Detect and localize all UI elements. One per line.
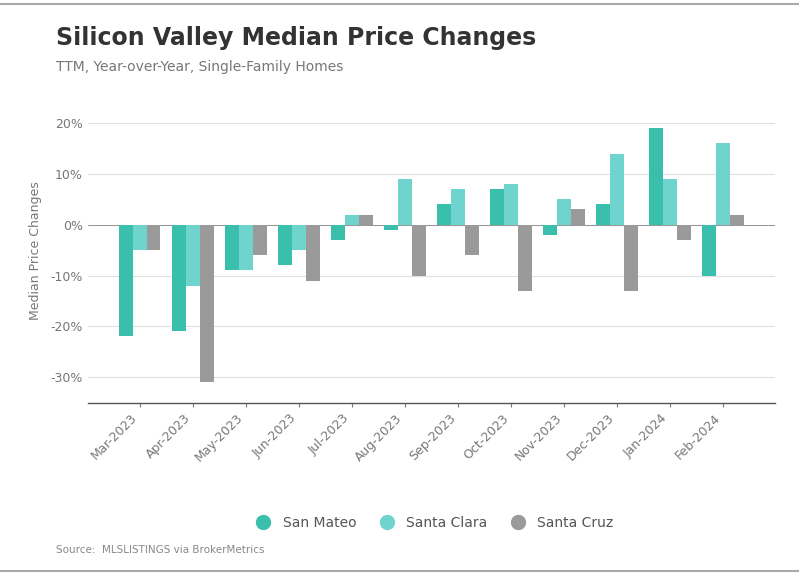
Bar <box>292 225 306 250</box>
Bar <box>147 225 161 250</box>
Bar <box>411 225 426 275</box>
Bar <box>677 225 691 240</box>
Y-axis label: Median Price Changes: Median Price Changes <box>30 181 42 320</box>
Bar <box>596 205 610 225</box>
Bar <box>557 200 571 225</box>
Bar <box>663 179 677 225</box>
Bar <box>359 214 372 225</box>
Bar <box>650 128 663 225</box>
Bar <box>384 225 398 230</box>
Bar <box>186 225 200 286</box>
Bar <box>702 225 716 275</box>
Bar <box>306 225 320 281</box>
Bar <box>543 225 557 235</box>
Legend: San Mateo, Santa Clara, Santa Cruz: San Mateo, Santa Clara, Santa Cruz <box>244 511 619 536</box>
Bar <box>332 225 345 240</box>
Bar <box>716 144 730 225</box>
Bar <box>225 225 239 270</box>
Bar <box>518 225 531 291</box>
Bar <box>491 189 504 225</box>
Bar <box>239 225 252 270</box>
Bar <box>398 179 411 225</box>
Bar <box>278 225 292 266</box>
Bar <box>345 214 359 225</box>
Bar <box>504 184 518 225</box>
Bar <box>610 154 624 225</box>
Bar <box>200 225 213 382</box>
Bar <box>465 225 479 255</box>
Bar <box>119 225 133 336</box>
Bar <box>571 209 585 225</box>
Text: TTM, Year-over-Year, Single-Family Homes: TTM, Year-over-Year, Single-Family Homes <box>56 60 344 74</box>
Bar <box>624 225 638 291</box>
Text: Source:  MLSLISTINGS via BrokerMetrics: Source: MLSLISTINGS via BrokerMetrics <box>56 546 264 555</box>
Bar <box>172 225 186 331</box>
Bar <box>437 205 451 225</box>
Bar <box>451 189 465 225</box>
Text: Silicon Valley Median Price Changes: Silicon Valley Median Price Changes <box>56 26 536 50</box>
Bar <box>133 225 147 250</box>
Bar <box>730 214 744 225</box>
Bar <box>252 225 267 255</box>
